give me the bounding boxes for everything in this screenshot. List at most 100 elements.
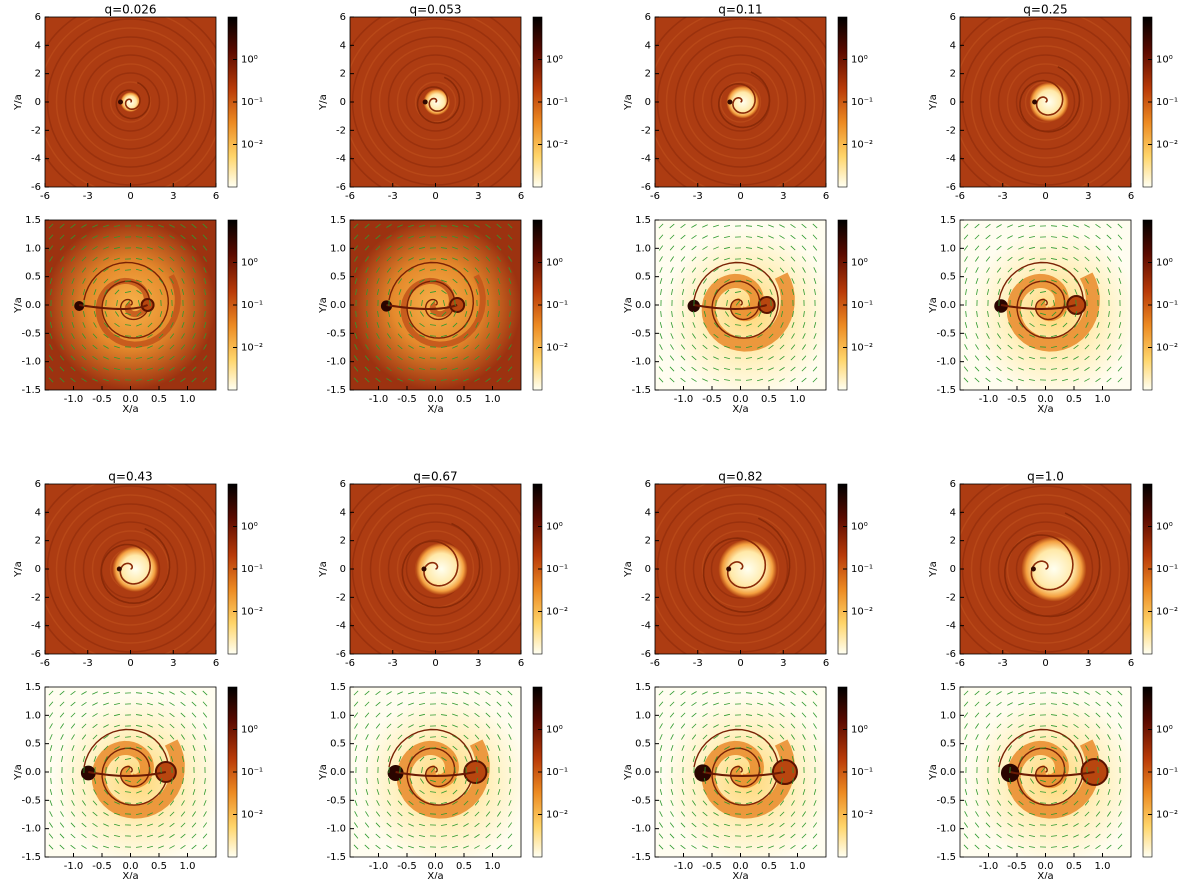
velocity-arrow xyxy=(768,834,774,838)
velocity-arrow xyxy=(202,245,208,251)
velocity-arrow xyxy=(1039,758,1047,760)
velocity-arrow xyxy=(1051,334,1057,338)
velocity-arrow xyxy=(418,823,426,827)
velocity-arrow xyxy=(780,310,784,318)
velocity-arrow xyxy=(713,823,719,827)
velocity-arrow xyxy=(1097,310,1099,318)
velocity-arrow xyxy=(974,712,980,718)
velocity-arrow xyxy=(1096,288,1100,296)
velocity-arrow xyxy=(1084,712,1090,718)
x-tick-label: 0.0 xyxy=(123,394,139,405)
y-axis-label: Y/a xyxy=(13,764,24,781)
velocity-arrow xyxy=(430,300,436,306)
velocity-arrow xyxy=(452,724,458,728)
velocity-arrow xyxy=(191,223,197,229)
colorbar-tick-label: 10⁰ xyxy=(851,725,868,736)
velocity-arrow xyxy=(497,333,501,339)
y-tick-label: 4 xyxy=(340,40,346,51)
velocity-arrow xyxy=(124,291,132,293)
velocity-arrow xyxy=(92,723,98,729)
panel: -1.0 -0.5 0.0 0.5 1.0-1.5-1.0-0.50.00.51.01.… xyxy=(318,215,568,415)
velocity-arrow xyxy=(70,822,76,828)
velocity-arrow xyxy=(658,690,664,696)
velocity-arrow xyxy=(965,777,967,785)
velocity-arrow xyxy=(1062,702,1068,706)
velocity-arrow xyxy=(180,833,186,839)
velocity-arrow xyxy=(757,823,763,827)
velocity-arrow xyxy=(702,822,708,828)
velocity-arrow xyxy=(113,846,121,848)
panel-title: q=0.82 xyxy=(718,470,762,484)
velocity-arrow xyxy=(203,745,207,751)
velocity-arrow xyxy=(60,344,64,350)
density-map xyxy=(350,687,521,857)
velocity-arrow xyxy=(498,288,500,296)
velocity-arrow xyxy=(463,800,469,806)
y-tick-label: -2 xyxy=(641,125,651,136)
velocity-arrow xyxy=(71,734,75,740)
velocity-arrow xyxy=(1073,367,1079,371)
density-map xyxy=(45,220,216,390)
velocity-arrow xyxy=(376,755,380,763)
velocity-arrow xyxy=(1051,323,1057,327)
velocity-arrow xyxy=(82,289,86,295)
velocity-arrow xyxy=(985,366,991,372)
velocity-arrow xyxy=(702,344,708,350)
y-axis-label: Y/a xyxy=(13,94,24,111)
velocity-arrow xyxy=(92,691,98,695)
velocity-arrow xyxy=(658,833,664,839)
velocity-arrow xyxy=(682,310,684,318)
velocity-arrow xyxy=(802,322,806,328)
velocity-arrow xyxy=(419,289,425,295)
velocity-arrow xyxy=(659,788,663,796)
y-tick-label: 1.5 xyxy=(330,682,346,693)
velocity-arrow xyxy=(397,333,403,339)
stream xyxy=(693,304,768,310)
x-tick-label: 1.0 xyxy=(180,861,196,872)
velocity-arrow xyxy=(802,800,806,806)
velocity-arrow xyxy=(996,845,1002,849)
velocity-arrow xyxy=(780,289,784,295)
velocity-arrow xyxy=(1007,834,1013,838)
velocity-arrow xyxy=(193,310,195,318)
velocity-arrow xyxy=(658,223,664,229)
velocity-arrow xyxy=(59,723,65,729)
velocity-arrow xyxy=(507,844,513,850)
density-map xyxy=(655,687,826,857)
velocity-arrow xyxy=(192,267,196,273)
velocity-arrow xyxy=(1073,344,1079,350)
velocity-arrow xyxy=(790,844,796,850)
colorbar-tick-label: 10⁻¹ xyxy=(241,97,263,108)
velocity-arrow xyxy=(419,279,425,283)
velocity-arrow xyxy=(659,321,663,329)
y-tick-label: 1.0 xyxy=(635,710,651,721)
velocity-arrow xyxy=(181,333,185,339)
velocity-arrow xyxy=(1108,288,1110,296)
velocity-arrow xyxy=(1062,789,1068,795)
velocity-arrow xyxy=(452,235,458,239)
velocity-arrow xyxy=(702,702,708,706)
y-tick-label: -2 xyxy=(31,125,41,136)
velocity-arrow xyxy=(801,822,807,828)
velocity-arrow xyxy=(713,333,719,339)
velocity-arrow xyxy=(680,844,686,850)
velocity-arrow xyxy=(135,379,143,381)
velocity-arrow xyxy=(92,834,98,838)
velocity-arrow xyxy=(375,344,381,350)
density-map xyxy=(350,17,521,187)
velocity-arrow xyxy=(135,692,143,694)
velocity-arrow xyxy=(82,800,86,806)
velocity-arrow xyxy=(769,789,773,795)
colorbar-tick-label: 10⁻² xyxy=(241,343,263,354)
velocity-arrow xyxy=(659,811,663,817)
velocity-arrow xyxy=(964,355,968,361)
spiral-arm xyxy=(100,527,171,605)
velocity-arrow xyxy=(441,323,447,327)
velocity-arrow xyxy=(735,312,741,316)
spiral-arm xyxy=(401,522,481,609)
velocity-arrow xyxy=(964,723,968,729)
velocity-arrow xyxy=(964,800,968,806)
velocity-arrow xyxy=(756,845,764,849)
velocity-arrow xyxy=(659,256,663,262)
velocity-arrow xyxy=(1084,822,1090,828)
